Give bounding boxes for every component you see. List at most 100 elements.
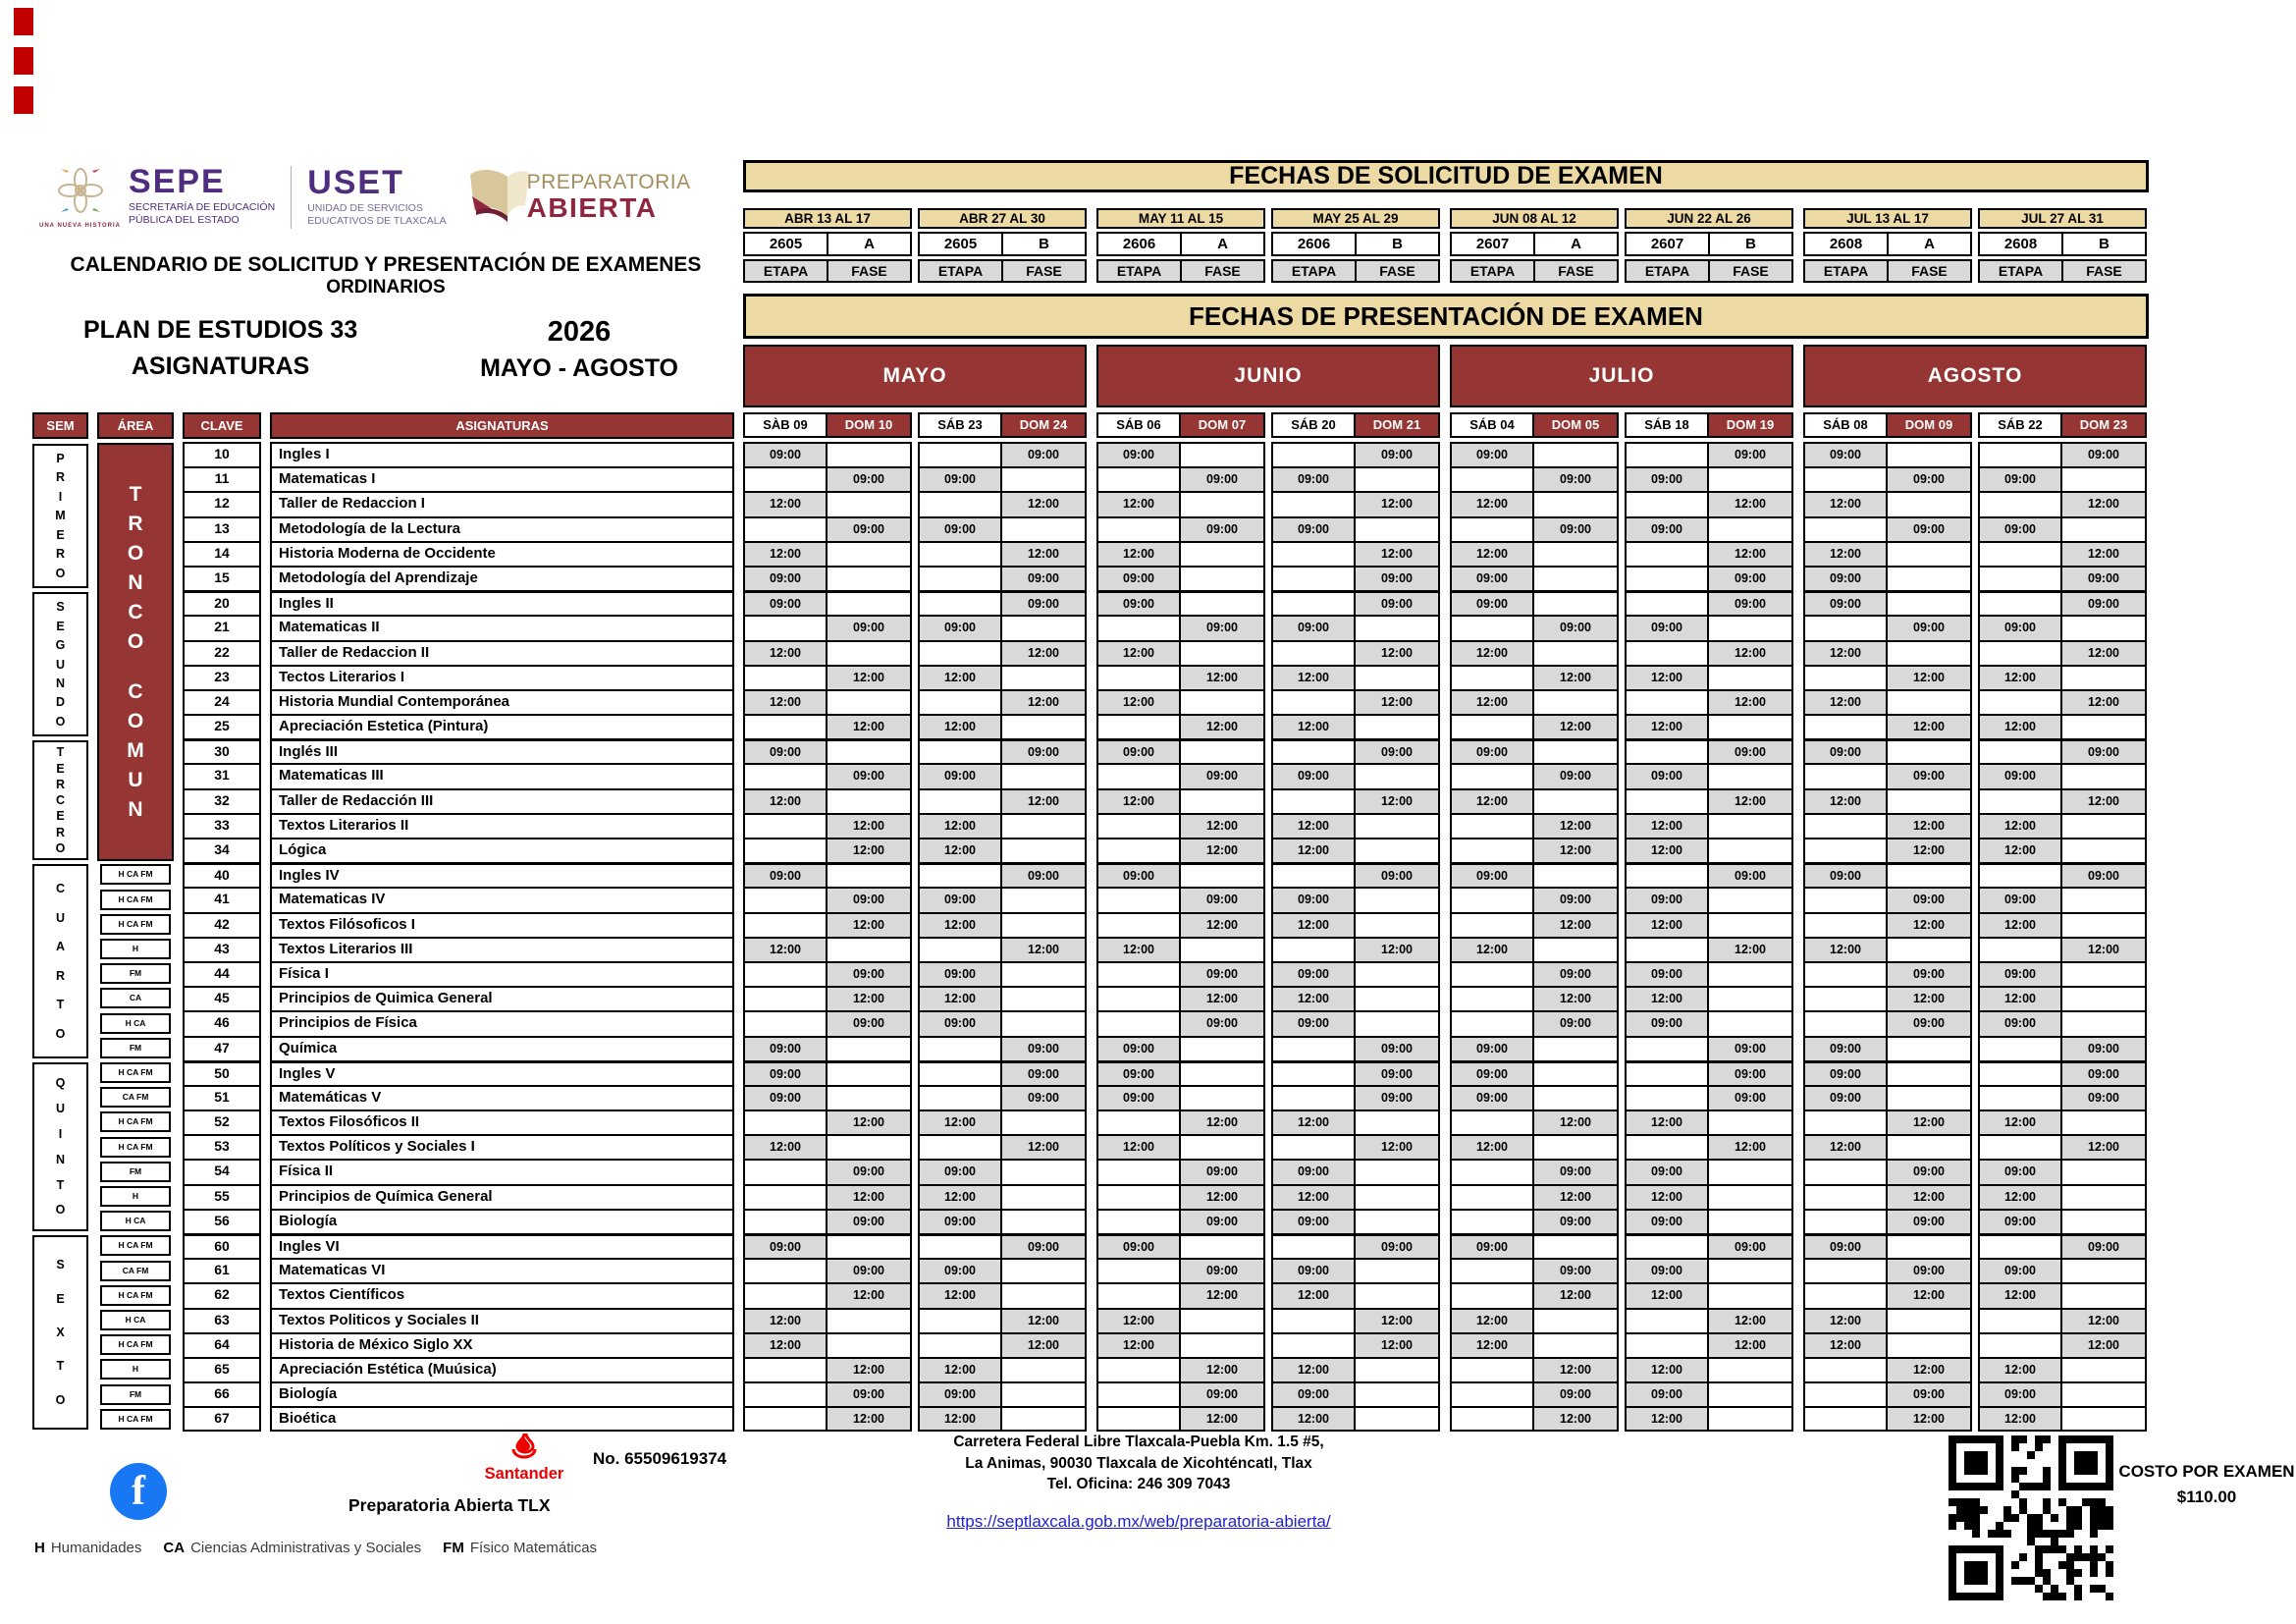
time-cell: 09:00 (1534, 763, 1619, 788)
sem-letter: M (55, 509, 66, 523)
asignatura-cell: Matematicas III (270, 763, 734, 788)
tronco-letter: C (128, 601, 143, 623)
etapa-value: 2607 (1452, 234, 1535, 254)
grid-row: 12:00 12:00 12:00 12:00 12:00 12:00 12:00 12:00 (743, 688, 2149, 715)
time-cell (1096, 986, 1181, 1011)
time-cell (1978, 491, 2062, 516)
grid-pair: 12:00 (1450, 911, 1619, 937)
grid-pair: 12:00 (1450, 1307, 1619, 1332)
time-cell (828, 1084, 912, 1110)
solicitud-block: ABR 13 AL 17 2605 A ETAPA FASE (743, 208, 912, 283)
grid-pair: 09:00 (1803, 862, 1972, 888)
time-cell: 09:00 (1356, 1059, 1440, 1085)
clave-cell: 47 (183, 1035, 261, 1060)
grid-pair: 09:00 (1096, 862, 1265, 888)
grid-pair: 09:00 (1625, 1010, 1793, 1036)
time-cell: 12:00 (1450, 936, 1534, 961)
time-cell (1803, 515, 1888, 541)
time-cell: 09:00 (1709, 862, 1793, 888)
time-cell (1096, 887, 1181, 912)
clave-cell: 41 (183, 887, 261, 912)
time-cell (1625, 540, 1709, 566)
grid-pair: 09:00 (918, 1233, 1087, 1259)
asignatura-cell: Textos Filósoficos I (270, 911, 734, 937)
time-cell: 09:00 (1709, 1035, 1793, 1060)
grid-pair: 09:00 (743, 1010, 912, 1036)
time-cell: 09:00 (1096, 738, 1181, 764)
grid-pair: 09:00 (1096, 1233, 1265, 1259)
grid-pair: 12:00 (1096, 838, 1265, 863)
time-cell (1002, 1258, 1087, 1283)
time-cell (1181, 1134, 1265, 1160)
time-cell (1450, 812, 1534, 838)
grid-pair: 12:00 (1096, 986, 1265, 1011)
time-cell (1888, 787, 1972, 813)
grid-pair: 12:00 (1803, 1406, 1972, 1432)
website-link[interactable]: https://septlaxcala.gob.mx/web/preparato… (946, 1512, 1331, 1531)
time-cell: 12:00 (1625, 1282, 1709, 1308)
time-cell (1978, 1233, 2062, 1259)
presentacion-section: FECHAS DE PRESENTACIÓN DE EXAMEN MAYO JUN… (743, 294, 2149, 438)
grid-pair: 12:00 (1271, 1183, 1440, 1209)
grid-pair: 12:00 (918, 986, 1087, 1011)
time-cell (1002, 1183, 1087, 1209)
time-cell (1888, 1134, 1972, 1160)
grid-pair: 09:00 (1096, 1381, 1265, 1407)
time-cell: 09:00 (743, 738, 828, 764)
day-header-sab: SÁB 23 (918, 412, 1002, 438)
cost-value: $110.00 (2176, 1487, 2237, 1506)
fase-label: FASE (2063, 261, 2145, 281)
grid-pair: 09:00 (1096, 466, 1265, 492)
facebook-icon[interactable]: f (110, 1463, 167, 1520)
grid-pair: 09:00 (1096, 442, 1265, 467)
time-cell: 09:00 (1803, 442, 1888, 467)
time-cell (1096, 615, 1181, 640)
etapa-fase-values: 2608 A (1803, 232, 1972, 256)
clave-cell: 54 (183, 1159, 261, 1184)
time-cell (1096, 1183, 1181, 1209)
grid-pair: 12:00 (1978, 812, 2147, 838)
grid-pair: 09:00 (1978, 590, 2147, 616)
time-cell (1356, 1010, 1440, 1036)
time-cell (1450, 1282, 1534, 1308)
time-cell (1356, 664, 1440, 689)
grid-row: 09:00 09:00 09:00 09:00 09:00 09:00 09:00 09:00 (743, 590, 2149, 616)
grid-pair: 09:00 (1625, 590, 1793, 616)
time-cell (2062, 1282, 2147, 1308)
time-cell (918, 862, 1002, 888)
time-cell (1709, 615, 1793, 640)
area-cell: H CA FM (100, 1111, 171, 1133)
legend-label: Humanidades (50, 1540, 142, 1556)
time-cell (1709, 887, 1793, 912)
time-cell: 09:00 (2062, 590, 2147, 616)
time-cell: 09:00 (1271, 960, 1356, 987)
time-cell (743, 714, 828, 739)
grid-pair: 09:00 (1271, 1010, 1440, 1036)
time-cell: 12:00 (1450, 491, 1534, 516)
grid-pair: 09:00 (743, 1381, 912, 1407)
clave-cell: 40 (183, 862, 261, 888)
time-cell (1978, 1331, 2062, 1357)
grid-pair: 12:00 (743, 1134, 912, 1160)
time-cell (1803, 714, 1888, 739)
time-cell (1096, 466, 1181, 492)
legend-key: CA (163, 1540, 186, 1556)
time-cell: 12:00 (828, 1356, 912, 1382)
time-cell: 09:00 (1271, 1258, 1356, 1283)
time-cell (743, 1258, 828, 1283)
clave-cell: 24 (183, 688, 261, 715)
grid-pair: 09:00 (743, 1258, 912, 1283)
grid-pair: 09:00 (1096, 1208, 1265, 1233)
time-cell (1450, 714, 1534, 739)
grid-row: 09:00 09:00 09:00 09:00 09:00 09:00 09:00 09:00 (743, 763, 2149, 788)
grid-pair: 12:00 (1271, 911, 1440, 937)
time-cell: 12:00 (1888, 1110, 1972, 1135)
grid-pair: 09:00 (918, 1159, 1087, 1184)
grid-pair: 09:00 (1803, 1233, 1972, 1259)
time-cell (828, 1059, 912, 1085)
grid-pair: 09:00 (1803, 565, 1972, 591)
grid-row: 12:00 12:00 12:00 12:00 12:00 12:00 12:00 12:00 (743, 714, 2149, 739)
time-cell (1978, 738, 2062, 764)
grid-pair: 12:00 (1096, 714, 1265, 739)
time-cell: 12:00 (1450, 1134, 1534, 1160)
